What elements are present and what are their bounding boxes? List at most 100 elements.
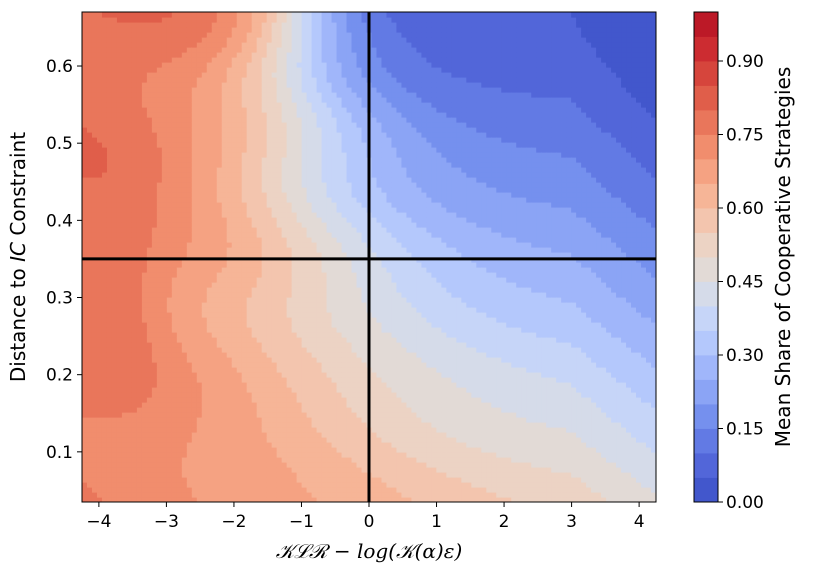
contour-cell [271, 377, 278, 383]
contour-cell [96, 142, 103, 148]
contour-cell [191, 37, 198, 43]
contour-cell [141, 327, 148, 333]
contour-cell [256, 32, 263, 38]
contour-cell [261, 492, 268, 498]
contour-cell [326, 142, 333, 148]
contour-cell [281, 432, 288, 438]
contour-cell [166, 347, 173, 353]
contour-cell [226, 287, 233, 293]
contour-cell [281, 327, 288, 333]
contour-cell [151, 422, 158, 428]
contour-cell [196, 287, 203, 293]
contour-cell [191, 192, 198, 198]
contour-cell [221, 187, 228, 193]
contour-cell [106, 487, 113, 493]
contour-cell [301, 182, 308, 188]
contour-cell [216, 122, 223, 128]
contour-cell [296, 122, 303, 128]
contour-cell [126, 312, 133, 318]
contour-cell [231, 412, 238, 418]
contour-cell [141, 102, 148, 108]
contour-cell [126, 122, 133, 128]
contour-cell [211, 62, 218, 68]
contour-cell [261, 442, 268, 448]
contour-cell [171, 92, 178, 98]
contour-cell [181, 192, 188, 198]
contour-cell [226, 112, 233, 118]
contour-cell [186, 427, 193, 433]
contour-cell [246, 62, 253, 68]
contour-cell [221, 392, 228, 398]
contour-cell [271, 217, 278, 223]
contour-cell [151, 462, 158, 468]
contour-cell [191, 77, 198, 83]
contour-cell [266, 237, 273, 243]
contour-cell [246, 292, 253, 298]
contour-cell [171, 232, 178, 238]
contour-cell [326, 112, 333, 118]
contour-cell [221, 432, 228, 438]
contour-cell [251, 92, 258, 98]
contour-cell [181, 57, 188, 63]
contour-cell [191, 172, 198, 178]
contour-cell [296, 297, 303, 303]
contour-cell [146, 102, 153, 108]
contour-cell [136, 252, 143, 258]
contour-cell [246, 187, 253, 193]
contour-cell [221, 42, 228, 48]
contour-cell [311, 412, 318, 418]
contour-cell [326, 172, 333, 178]
contour-cell [296, 102, 303, 108]
contour-cell [171, 307, 178, 313]
contour-cell [311, 277, 318, 283]
contour-cell [176, 242, 183, 248]
contour-cell [161, 347, 168, 353]
contour-cell [186, 137, 193, 143]
contour-cell [131, 277, 138, 283]
contour-cell [121, 92, 128, 98]
contour-cell [176, 87, 183, 93]
contour-cell [236, 27, 243, 33]
contour-cell [191, 202, 198, 208]
contour-cell [106, 422, 113, 428]
contour-cell [226, 242, 233, 248]
contour-cell [111, 322, 118, 328]
contour-cell [291, 337, 298, 343]
contour-cell [141, 17, 148, 23]
contour-cell [131, 252, 138, 258]
contour-cell [86, 162, 93, 168]
contour-cell [141, 147, 148, 153]
contour-cell [96, 147, 103, 153]
contour-cell [166, 402, 173, 408]
contour-cell [251, 37, 258, 43]
contour-cell [106, 172, 113, 178]
contour-cell [156, 362, 163, 368]
contour-cell [151, 317, 158, 323]
contour-cell [286, 317, 293, 323]
contour-cell [241, 397, 248, 403]
contour-cell [326, 347, 333, 353]
contour-cell [261, 122, 268, 128]
contour-cell [146, 252, 153, 258]
contour-cell [296, 287, 303, 293]
contour-cell [271, 142, 278, 148]
contour-cell [121, 82, 128, 88]
contour-cell [306, 217, 313, 223]
contour-cell [161, 172, 168, 178]
contour-cell [286, 457, 293, 463]
contour-cell [141, 192, 148, 198]
contour-cell [186, 287, 193, 293]
contour-cell [231, 212, 238, 218]
contour-cell [256, 247, 263, 253]
contour-cell [151, 187, 158, 193]
contour-cell [106, 22, 113, 28]
contour-cell [226, 102, 233, 108]
contour-cell [221, 112, 228, 118]
contour-cell [201, 182, 208, 188]
contour-cell [321, 187, 328, 193]
contour-cell [311, 27, 318, 33]
contour-cell [296, 52, 303, 58]
contour-cell [196, 347, 203, 353]
contour-cell [151, 467, 158, 473]
contour-cell [306, 442, 313, 448]
